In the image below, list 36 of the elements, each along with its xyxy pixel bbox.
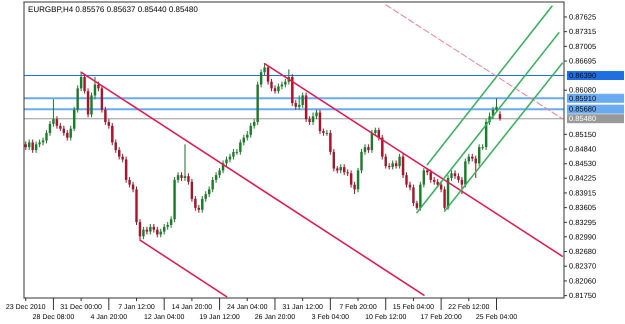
candlestick bbox=[464, 158, 467, 188]
candlestick bbox=[298, 94, 300, 110]
candlestick bbox=[31, 139, 34, 154]
candlestick bbox=[478, 144, 480, 167]
candlestick bbox=[56, 116, 58, 130]
candlestick bbox=[370, 130, 374, 154]
candlestick bbox=[156, 226, 158, 238]
candlestick bbox=[412, 184, 415, 206]
candlestick bbox=[34, 140, 38, 154]
candlestick bbox=[211, 176, 214, 193]
candlestick bbox=[232, 148, 235, 160]
candlestick bbox=[340, 164, 342, 174]
candlestick bbox=[28, 139, 30, 150]
candlestick bbox=[66, 130, 68, 142]
candlestick bbox=[312, 112, 314, 126]
candlestick bbox=[443, 186, 446, 210]
candlestick bbox=[277, 83, 280, 94]
candlestick bbox=[201, 196, 204, 214]
candlestick bbox=[118, 146, 120, 160]
candlestick bbox=[342, 164, 346, 176]
candlestick bbox=[391, 160, 394, 170]
candlestick bbox=[460, 176, 464, 195]
candlestick bbox=[124, 156, 128, 184]
candlestick bbox=[398, 153, 401, 169]
candlestick bbox=[304, 92, 308, 123]
candlestick bbox=[149, 224, 152, 235]
candlestick bbox=[142, 226, 145, 240]
candlestick bbox=[301, 92, 304, 108]
candlestick bbox=[457, 172, 460, 184]
candlestick bbox=[250, 122, 252, 138]
candlestick bbox=[474, 155, 477, 178]
candlestick bbox=[239, 139, 242, 156]
candlestick bbox=[62, 125, 66, 136]
candlestick bbox=[430, 168, 432, 184]
chart-title: EURGBP,H4 0.85576 0.85637 0.85440 0.85480 bbox=[28, 5, 198, 14]
candlestick bbox=[162, 224, 166, 235]
